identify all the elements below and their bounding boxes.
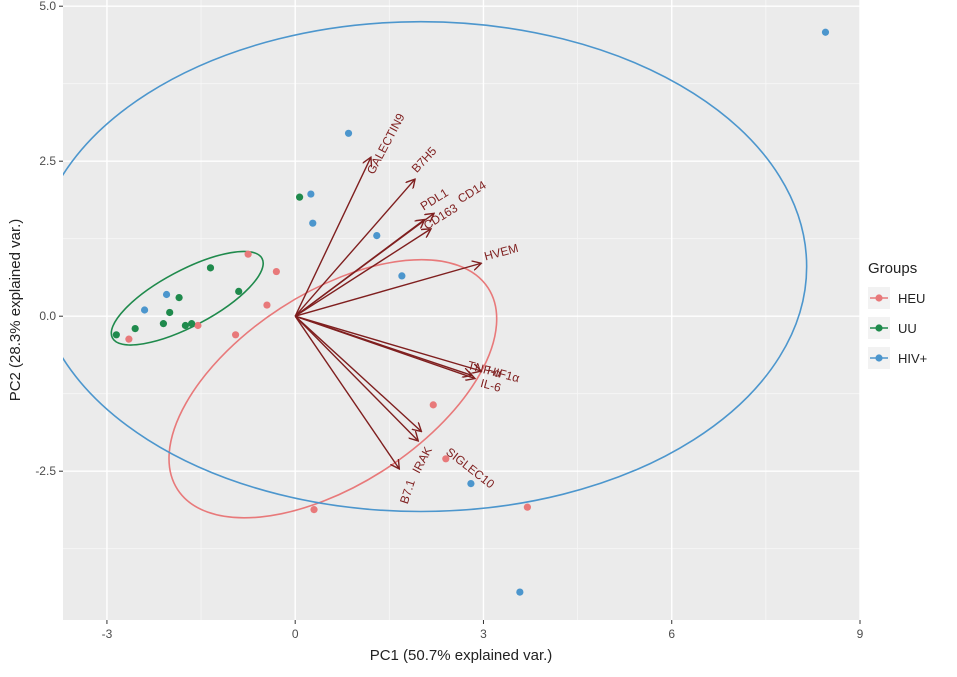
legend-entry-uu: UU [868,317,917,339]
point-heu [231,331,240,339]
minor-gridlines [63,0,860,620]
x-tick-label: 9 [857,627,864,641]
point-heu [125,335,133,343]
data-points [112,28,830,596]
x-tick-label: -3 [102,627,113,641]
point-uu [159,320,168,328]
loading-arrow-b7.1 [294,315,399,468]
loading-arrow-hif1α [294,315,480,371]
point-heu [523,503,531,511]
point-uu [166,308,174,317]
legend-label: HIV+ [898,351,927,366]
point-heu [244,250,252,258]
point-uu [131,325,139,333]
point-heu [272,267,280,276]
loading-arrow-siglec10 [294,315,421,431]
y-tick-label: -2.5 [35,464,56,478]
point-heu [263,301,271,309]
legend: Groups HEU UU HIV+ [868,260,927,369]
legend-title: Groups [868,260,917,277]
y-tick-label: 5.0 [39,0,56,13]
point-uu [206,264,215,272]
x-tick-label: 3 [480,627,487,641]
point-hivplus [373,232,381,240]
point-hivplus [307,190,315,198]
loading-arrow-tnf-α [294,315,471,375]
legend-label: HEU [898,291,925,306]
x-axis-ticks: -3 0 3 6 9 [102,620,864,641]
legend-label: UU [898,321,917,336]
x-tick-label: 6 [668,627,675,641]
point-uu [175,294,183,302]
point-uu [188,320,196,328]
ellipse-hivplus [63,20,808,513]
legend-key-point [875,354,883,362]
point-uu [235,287,243,295]
point-heu [310,506,318,514]
point-hivplus [398,272,406,280]
point-heu [194,321,202,330]
point-hivplus [344,129,353,137]
major-gridlines [63,0,861,620]
point-hivplus [140,306,149,314]
legend-key-point [875,324,883,332]
point-hivplus [467,480,475,488]
y-axis-title: PC2 (28.3% explained var.) [7,219,24,402]
point-hivplus [821,28,830,36]
loading-label-il-6: IL-6 [479,376,503,395]
point-hivplus [162,290,171,299]
loading-arrow-cd14 [294,214,433,317]
point-uu [181,321,189,330]
x-axis-title: PC1 (50.7% explained var.) [370,647,553,664]
point-hivplus [309,219,317,227]
point-heu [442,455,450,463]
loading-arrow-irak [294,315,417,440]
loading-arrow-cd163 [294,229,430,317]
point-heu [429,401,437,409]
loading-arrow-hvem [295,264,480,317]
y-axis-ticks: -2.5 0.0 2.5 5.0 [35,0,63,478]
legend-entry-hivplus: HIV+ [868,347,927,369]
y-tick-label: 2.5 [39,154,56,168]
loading-arrow-b7h5 [294,180,414,317]
loading-arrows [294,158,480,468]
ellipse-heu [168,258,498,519]
legend-entry-heu: HEU [868,287,925,309]
point-uu [295,193,304,201]
y-tick-label: 0.0 [39,309,56,323]
point-uu [112,331,120,339]
legend-key-point [875,294,883,302]
x-tick-label: 0 [292,627,299,641]
loading-arrow-galectin9 [294,158,370,317]
plot-panel [63,0,860,620]
point-hivplus [516,588,524,596]
